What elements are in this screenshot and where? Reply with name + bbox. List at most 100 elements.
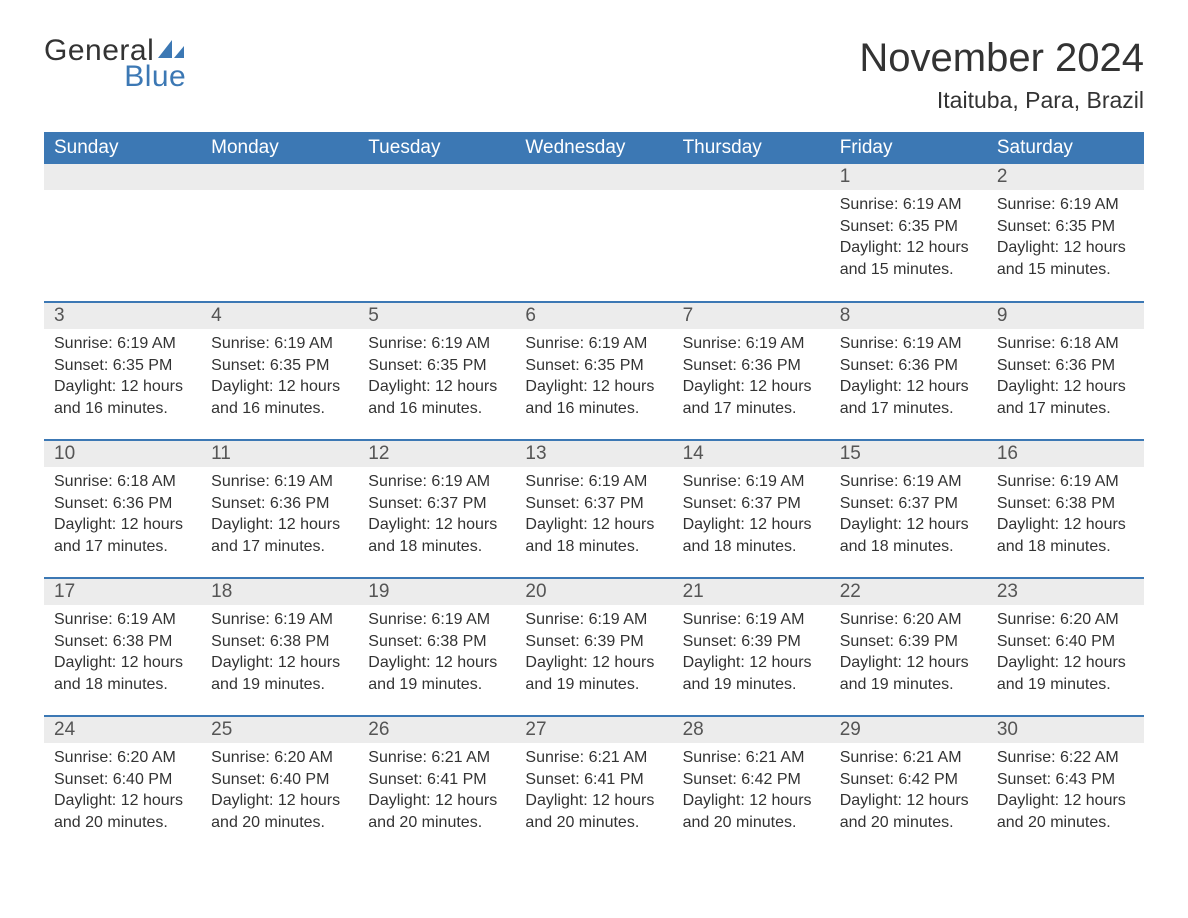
sunrise-text: Sunrise: 6:19 AM [525,333,662,355]
calendar-day-cell: 1Sunrise: 6:19 AMSunset: 6:35 PMDaylight… [830,164,987,302]
sunrise-text: Sunrise: 6:22 AM [997,747,1134,769]
daylight-text: Daylight: 12 hours and 20 minutes. [997,790,1134,833]
sunrise-text: Sunrise: 6:18 AM [54,471,191,493]
sunset-text: Sunset: 6:36 PM [211,493,348,515]
calendar-day-cell: 10Sunrise: 6:18 AMSunset: 6:36 PMDayligh… [44,440,201,578]
calendar-day-cell: 12Sunrise: 6:19 AMSunset: 6:37 PMDayligh… [358,440,515,578]
day-content: Sunrise: 6:19 AMSunset: 6:37 PMDaylight:… [830,467,987,565]
weekday-header: Wednesday [515,132,672,164]
day-content: Sunrise: 6:18 AMSunset: 6:36 PMDaylight:… [987,329,1144,427]
weekday-header: Friday [830,132,987,164]
sunrise-text: Sunrise: 6:19 AM [997,471,1134,493]
sunrise-text: Sunrise: 6:19 AM [54,609,191,631]
calendar-day-cell: 21Sunrise: 6:19 AMSunset: 6:39 PMDayligh… [673,578,830,716]
weekday-header: Tuesday [358,132,515,164]
sunrise-text: Sunrise: 6:19 AM [840,194,977,216]
day-content: Sunrise: 6:19 AMSunset: 6:38 PMDaylight:… [987,467,1144,565]
sunrise-text: Sunrise: 6:19 AM [54,333,191,355]
daylight-text: Daylight: 12 hours and 19 minutes. [683,652,820,695]
calendar-day-cell: 14Sunrise: 6:19 AMSunset: 6:37 PMDayligh… [673,440,830,578]
calendar-day-cell [673,164,830,302]
day-content: Sunrise: 6:19 AMSunset: 6:36 PMDaylight:… [201,467,358,565]
day-content: Sunrise: 6:19 AMSunset: 6:39 PMDaylight:… [515,605,672,703]
day-number: 10 [44,441,201,467]
day-content: Sunrise: 6:18 AMSunset: 6:36 PMDaylight:… [44,467,201,565]
day-number: 1 [830,164,987,190]
day-number: 2 [987,164,1144,190]
day-number: 15 [830,441,987,467]
day-number: 17 [44,579,201,605]
calendar-week-row: 24Sunrise: 6:20 AMSunset: 6:40 PMDayligh… [44,716,1144,854]
sunrise-text: Sunrise: 6:21 AM [840,747,977,769]
daylight-text: Daylight: 12 hours and 20 minutes. [683,790,820,833]
sunrise-text: Sunrise: 6:21 AM [683,747,820,769]
day-content: Sunrise: 6:20 AMSunset: 6:40 PMDaylight:… [201,743,358,841]
sunrise-text: Sunrise: 6:20 AM [997,609,1134,631]
sunrise-text: Sunrise: 6:18 AM [997,333,1134,355]
sunrise-text: Sunrise: 6:20 AM [54,747,191,769]
daylight-text: Daylight: 12 hours and 18 minutes. [54,652,191,695]
sunset-text: Sunset: 6:35 PM [997,216,1134,238]
day-number: 4 [201,303,358,329]
sunrise-text: Sunrise: 6:19 AM [683,333,820,355]
daylight-text: Daylight: 12 hours and 20 minutes. [525,790,662,833]
daylight-text: Daylight: 12 hours and 18 minutes. [840,514,977,557]
calendar-day-cell: 20Sunrise: 6:19 AMSunset: 6:39 PMDayligh… [515,578,672,716]
day-content: Sunrise: 6:21 AMSunset: 6:42 PMDaylight:… [830,743,987,841]
day-number: 28 [673,717,830,743]
daylight-text: Daylight: 12 hours and 18 minutes. [368,514,505,557]
sunset-text: Sunset: 6:39 PM [683,631,820,653]
day-content: Sunrise: 6:19 AMSunset: 6:39 PMDaylight:… [673,605,830,703]
calendar-day-cell [201,164,358,302]
calendar-day-cell: 19Sunrise: 6:19 AMSunset: 6:38 PMDayligh… [358,578,515,716]
daylight-text: Daylight: 12 hours and 20 minutes. [54,790,191,833]
day-content: Sunrise: 6:19 AMSunset: 6:37 PMDaylight:… [358,467,515,565]
calendar-day-cell: 16Sunrise: 6:19 AMSunset: 6:38 PMDayligh… [987,440,1144,578]
daylight-text: Daylight: 12 hours and 18 minutes. [683,514,820,557]
day-content: Sunrise: 6:19 AMSunset: 6:36 PMDaylight:… [830,329,987,427]
sunrise-text: Sunrise: 6:19 AM [683,471,820,493]
calendar-day-cell: 27Sunrise: 6:21 AMSunset: 6:41 PMDayligh… [515,716,672,854]
day-number-empty [201,164,358,190]
sunrise-text: Sunrise: 6:19 AM [525,471,662,493]
calendar-day-cell: 28Sunrise: 6:21 AMSunset: 6:42 PMDayligh… [673,716,830,854]
daylight-text: Daylight: 12 hours and 19 minutes. [211,652,348,695]
calendar-day-cell: 5Sunrise: 6:19 AMSunset: 6:35 PMDaylight… [358,302,515,440]
day-content: Sunrise: 6:19 AMSunset: 6:35 PMDaylight:… [515,329,672,427]
day-content: Sunrise: 6:19 AMSunset: 6:37 PMDaylight:… [515,467,672,565]
day-content: Sunrise: 6:19 AMSunset: 6:35 PMDaylight:… [44,329,201,427]
weekday-header: Saturday [987,132,1144,164]
sunset-text: Sunset: 6:38 PM [368,631,505,653]
calendar-day-cell: 4Sunrise: 6:19 AMSunset: 6:35 PMDaylight… [201,302,358,440]
day-content: Sunrise: 6:19 AMSunset: 6:35 PMDaylight:… [201,329,358,427]
weekday-header-row: Sunday Monday Tuesday Wednesday Thursday… [44,132,1144,164]
daylight-text: Daylight: 12 hours and 17 minutes. [54,514,191,557]
daylight-text: Daylight: 12 hours and 17 minutes. [211,514,348,557]
daylight-text: Daylight: 12 hours and 20 minutes. [368,790,505,833]
daylight-text: Daylight: 12 hours and 19 minutes. [368,652,505,695]
calendar-day-cell: 7Sunrise: 6:19 AMSunset: 6:36 PMDaylight… [673,302,830,440]
sunset-text: Sunset: 6:35 PM [368,355,505,377]
day-number: 3 [44,303,201,329]
day-content: Sunrise: 6:20 AMSunset: 6:40 PMDaylight:… [987,605,1144,703]
calendar-day-cell: 9Sunrise: 6:18 AMSunset: 6:36 PMDaylight… [987,302,1144,440]
daylight-text: Daylight: 12 hours and 17 minutes. [683,376,820,419]
calendar-day-cell: 24Sunrise: 6:20 AMSunset: 6:40 PMDayligh… [44,716,201,854]
day-number: 26 [358,717,515,743]
day-content: Sunrise: 6:19 AMSunset: 6:38 PMDaylight:… [44,605,201,703]
day-content: Sunrise: 6:19 AMSunset: 6:35 PMDaylight:… [987,190,1144,288]
weekday-header: Monday [201,132,358,164]
day-number: 23 [987,579,1144,605]
calendar-day-cell: 23Sunrise: 6:20 AMSunset: 6:40 PMDayligh… [987,578,1144,716]
calendar-day-cell: 8Sunrise: 6:19 AMSunset: 6:36 PMDaylight… [830,302,987,440]
sunset-text: Sunset: 6:40 PM [211,769,348,791]
sunset-text: Sunset: 6:38 PM [54,631,191,653]
calendar-table: Sunday Monday Tuesday Wednesday Thursday… [44,132,1144,854]
sunrise-text: Sunrise: 6:19 AM [211,333,348,355]
daylight-text: Daylight: 12 hours and 19 minutes. [840,652,977,695]
day-content: Sunrise: 6:21 AMSunset: 6:41 PMDaylight:… [515,743,672,841]
calendar-day-cell: 11Sunrise: 6:19 AMSunset: 6:36 PMDayligh… [201,440,358,578]
day-number: 8 [830,303,987,329]
sunrise-text: Sunrise: 6:19 AM [525,609,662,631]
day-content: Sunrise: 6:21 AMSunset: 6:41 PMDaylight:… [358,743,515,841]
